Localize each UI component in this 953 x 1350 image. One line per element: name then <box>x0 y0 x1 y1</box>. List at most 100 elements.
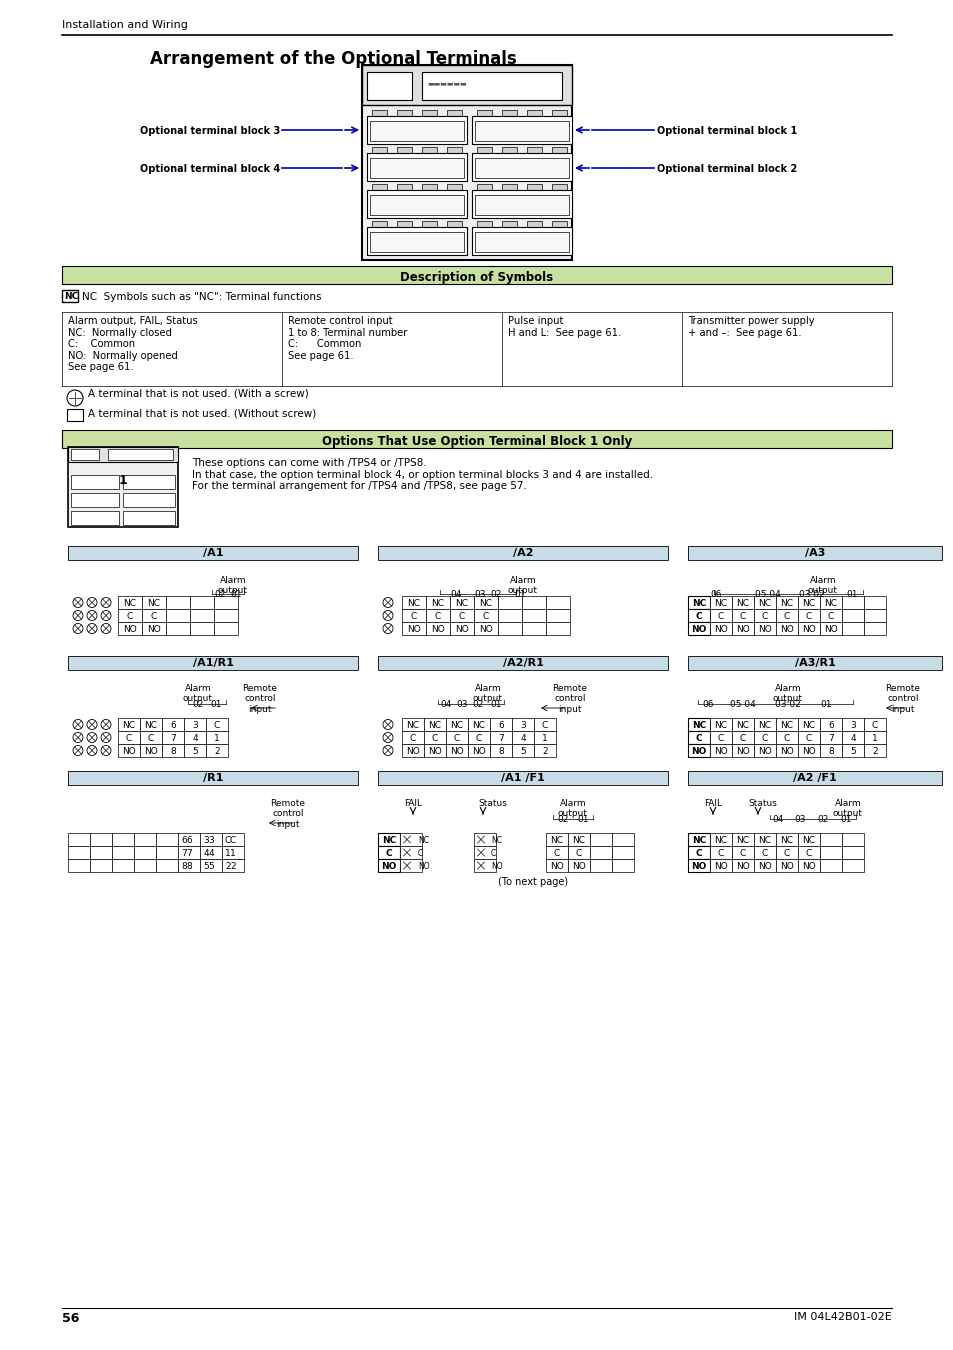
Bar <box>184 718 206 730</box>
Text: 4: 4 <box>519 734 525 743</box>
Bar <box>361 65 572 105</box>
Bar <box>501 147 517 153</box>
Text: Alarm
output: Alarm output <box>772 684 802 703</box>
Bar <box>401 609 426 622</box>
Bar <box>731 595 753 609</box>
Text: 2: 2 <box>541 747 547 756</box>
Text: NO: NO <box>407 625 420 634</box>
Bar <box>521 609 545 622</box>
Bar <box>377 846 399 859</box>
Bar <box>399 833 421 846</box>
Text: NC: NC <box>491 836 501 845</box>
Text: 7: 7 <box>181 849 187 859</box>
Text: NC: NC <box>780 721 793 730</box>
Text: NC: NC <box>758 599 771 608</box>
Bar <box>497 609 521 622</box>
Bar <box>476 109 492 116</box>
Bar <box>68 656 357 670</box>
Bar <box>68 771 357 784</box>
Text: 7: 7 <box>170 734 175 743</box>
Text: C: C <box>417 849 423 859</box>
Bar <box>775 595 797 609</box>
Text: C: C <box>761 734 767 743</box>
Text: NO: NO <box>144 747 157 756</box>
Text: 01: 01 <box>210 701 221 709</box>
Bar <box>426 595 450 609</box>
Bar <box>775 833 797 846</box>
Bar <box>377 545 667 560</box>
Bar <box>71 493 119 508</box>
Bar <box>401 718 423 730</box>
Bar <box>377 656 667 670</box>
Text: 1: 1 <box>871 734 877 743</box>
Bar <box>447 221 461 227</box>
Text: 02: 02 <box>490 590 501 599</box>
Bar <box>450 609 474 622</box>
Bar <box>863 622 885 634</box>
Text: Alarm output, FAIL, Status
NC:  Normally closed
C:    Common
NO:  Normally opene: Alarm output, FAIL, Status NC: Normally … <box>68 316 197 373</box>
Text: Remote control input
1 to 8: Terminal number
C:      Common
See page 61.: Remote control input 1 to 8: Terminal nu… <box>288 316 407 360</box>
Text: 06: 06 <box>701 701 713 709</box>
Bar <box>709 859 731 872</box>
Bar <box>545 859 567 872</box>
Text: NC: NC <box>823 599 837 608</box>
Bar <box>731 833 753 846</box>
Bar <box>178 846 200 859</box>
Text: 01: 01 <box>845 590 857 599</box>
Bar <box>475 232 568 252</box>
Bar <box>841 730 863 744</box>
Bar <box>545 595 569 609</box>
Bar <box>820 718 841 730</box>
Text: Optional terminal block 1: Optional terminal block 1 <box>657 126 797 136</box>
Text: 04: 04 <box>772 815 782 824</box>
Text: C: C <box>805 734 811 743</box>
Bar <box>731 859 753 872</box>
Bar <box>68 846 90 859</box>
Bar <box>421 184 436 190</box>
Text: 01: 01 <box>514 590 525 599</box>
Bar <box>753 622 775 634</box>
Text: NO: NO <box>801 747 815 756</box>
Text: 04: 04 <box>440 701 451 709</box>
Text: 8: 8 <box>497 747 503 756</box>
Bar <box>687 545 941 560</box>
Text: NO: NO <box>417 863 429 871</box>
Text: 4: 4 <box>192 734 197 743</box>
Text: 05 04: 05 04 <box>729 701 755 709</box>
Bar <box>731 622 753 634</box>
Bar <box>166 609 190 622</box>
Text: 4: 4 <box>203 849 209 859</box>
Bar <box>552 184 566 190</box>
Text: 01: 01 <box>840 815 851 824</box>
Text: NO: NO <box>147 625 161 634</box>
Text: NC: NC <box>691 599 705 608</box>
Bar <box>753 744 775 757</box>
Text: /A3/R1: /A3/R1 <box>794 657 835 668</box>
Bar <box>797 609 820 622</box>
Text: C: C <box>717 849 723 859</box>
Bar <box>426 622 450 634</box>
Text: 03 02: 03 02 <box>774 701 800 709</box>
Text: /A2: /A2 <box>512 548 533 558</box>
Text: NO: NO <box>431 625 444 634</box>
Bar <box>370 194 463 215</box>
Bar <box>68 771 357 784</box>
Bar <box>162 730 184 744</box>
Text: NO: NO <box>550 863 563 871</box>
Text: C: C <box>230 836 236 845</box>
Text: C: C <box>871 721 877 730</box>
Text: 03: 03 <box>794 815 805 824</box>
Bar <box>156 833 178 846</box>
Text: C: C <box>740 734 745 743</box>
Text: 04: 04 <box>450 590 461 599</box>
Text: C: C <box>454 734 459 743</box>
Bar <box>377 859 399 872</box>
Bar <box>68 545 357 560</box>
Bar <box>372 184 387 190</box>
Text: NC: NC <box>407 599 420 608</box>
Text: 02: 02 <box>557 815 568 824</box>
Bar <box>526 184 541 190</box>
Bar <box>372 109 387 116</box>
Text: NC: NC <box>123 599 136 608</box>
Bar <box>361 65 572 261</box>
